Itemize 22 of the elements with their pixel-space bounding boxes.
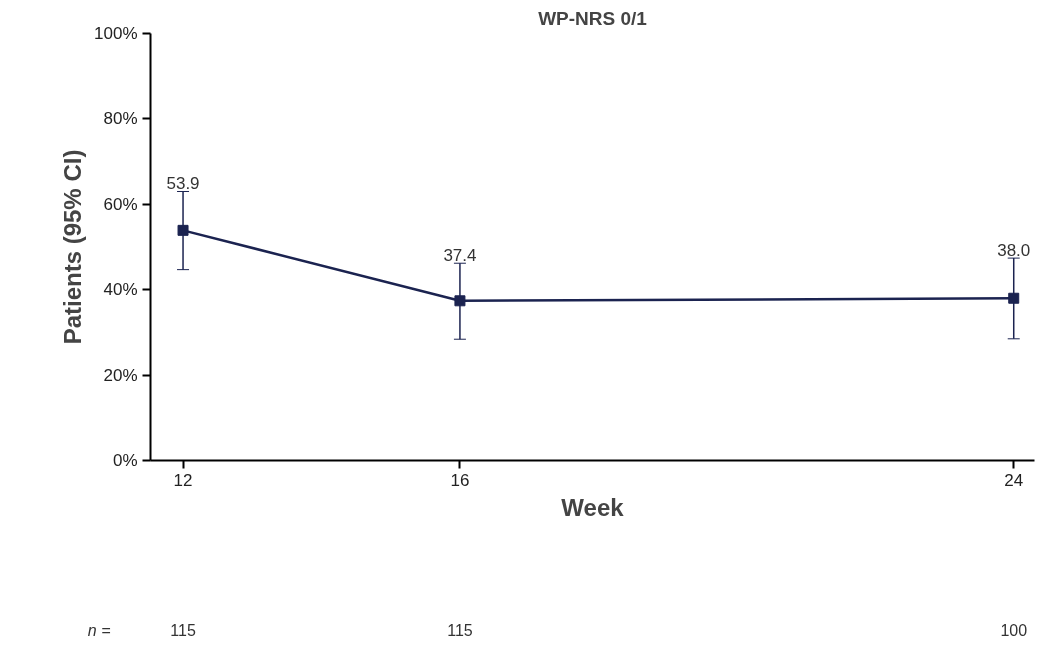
y-tick-label: 80% (103, 109, 138, 129)
y-tick-label: 100% (94, 24, 138, 43)
y-tick-label: 0% (112, 451, 138, 470)
text: 100 (1000, 622, 1028, 639)
x-tick-label: 24 (1004, 470, 1024, 490)
point (454, 295, 466, 307)
text: n = (87, 621, 111, 639)
x-tick-label: 12 (173, 470, 193, 490)
y-tick-label: 20% (103, 365, 138, 385)
y-tick-label: 40% (103, 280, 138, 300)
text: 115 (170, 622, 196, 639)
data-label: 53.9 (166, 174, 200, 194)
point (1008, 292, 1020, 304)
text: 115 (447, 622, 473, 639)
x-tick-label: 16 (450, 470, 470, 490)
y-tick-label: 60% (103, 194, 138, 214)
chart-title: WP-NRS 0/1 (538, 7, 648, 29)
data-label: 38.0 (997, 241, 1031, 261)
data-label: 37.4 (443, 246, 477, 266)
y-axis-title: Patients (95% CI) (59, 149, 87, 345)
point (177, 224, 189, 236)
x-axis-title: Week (561, 493, 625, 521)
